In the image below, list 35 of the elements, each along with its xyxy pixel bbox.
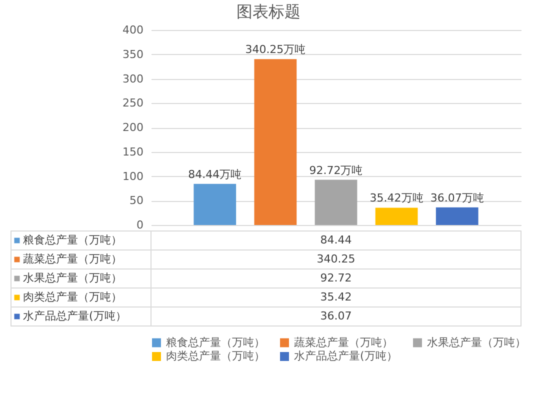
- text: 粮食总产量（万吨）: [166, 336, 265, 349]
- data-label: 36.07万吨: [430, 191, 484, 204]
- y-tick-label: 300: [122, 72, 144, 86]
- chart-title: 图表标题: [236, 2, 300, 21]
- text: 水产品总产量(万吨）: [23, 310, 126, 322]
- y-tick-label: 0: [136, 218, 144, 232]
- y-tick-label: 150: [122, 145, 144, 158]
- y-tick-label: 200: [122, 121, 144, 134]
- y-tick-label: 350: [122, 48, 144, 61]
- legend-label: 蔬菜总产量（万吨）: [294, 336, 393, 349]
- y-tick-label: 50: [130, 194, 144, 208]
- legend-label: 水果总产量（万吨）: [427, 336, 526, 349]
- text: 蔬菜总产量（万吨）: [23, 252, 122, 266]
- legend-label: 水产品总产量(万吨）: [294, 350, 398, 362]
- text: 36.07: [320, 310, 352, 322]
- text: 水果总产量（万吨）: [23, 272, 122, 284]
- bar: [436, 207, 478, 225]
- text: 肉类总产量（万吨）: [23, 290, 122, 304]
- bar: [314, 180, 358, 225]
- bar: [375, 208, 418, 225]
- y-tick-label: 100: [122, 170, 144, 183]
- data-label: 92.72万吨: [309, 164, 363, 177]
- bar: [254, 59, 297, 225]
- text: 92.72: [320, 272, 352, 284]
- y-tick-label: 250: [122, 96, 144, 110]
- y-tick-label: 400: [122, 24, 144, 36]
- text: 84.44: [320, 234, 352, 246]
- legend-label: 肉类总产量（万吨）: [166, 350, 265, 362]
- data-label: 35.42万吨: [370, 192, 424, 205]
- bar: [194, 184, 236, 225]
- data-label: 84.44万吨: [188, 168, 242, 181]
- legend-label: 粮食总产量（万吨）: [23, 234, 122, 246]
- data-label: 340.25万吨: [245, 43, 306, 56]
- text: 35.42: [320, 290, 352, 304]
- text: 340.25: [316, 252, 356, 266]
